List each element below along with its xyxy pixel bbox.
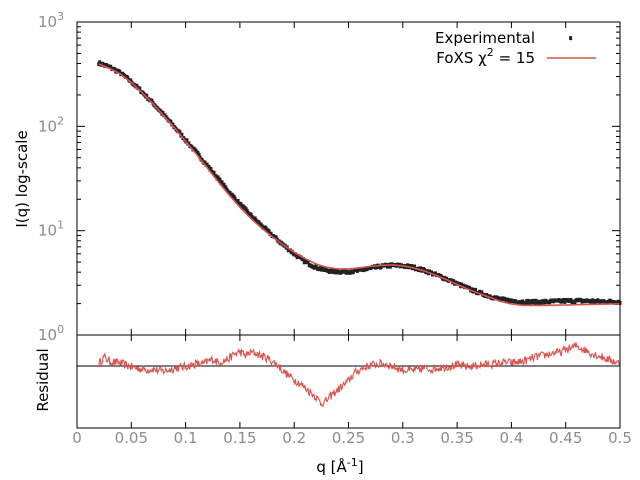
y-tick-label: 103 (38, 10, 64, 31)
residual-plot-frame (76, 334, 621, 429)
x-tick-label: 0.1 (174, 429, 198, 447)
legend-point (569, 36, 573, 41)
legend-label-experimental: Experimental (435, 29, 535, 47)
x-axis-label: q [Å-1] (316, 456, 363, 476)
main-data (97, 60, 622, 307)
x-tick-label: 0.15 (223, 429, 256, 447)
main-axis-ticks (76, 21, 621, 336)
x-tick-label: 0.05 (115, 429, 148, 447)
residual-panel: Residual (34, 334, 621, 429)
residual-line (98, 341, 621, 408)
x-tick-label: 0.5 (608, 429, 632, 447)
y-tick-labels: 100 101 102 103 (38, 10, 64, 344)
x-tick-label: 0.45 (549, 429, 582, 447)
x-tick-label: 0.2 (282, 429, 306, 447)
legend-marker-experimental (569, 36, 573, 41)
residual-axis-ticks (76, 335, 621, 428)
legend: Experimental FoXS χ2 = 15 (435, 29, 596, 67)
y-tick-label: 102 (38, 114, 64, 135)
x-tick-labels: 0 0.05 0.1 0.15 0.2 0.25 0.3 0.35 0.4 0.45 0.5 (72, 429, 632, 447)
residual-axis-label: Residual (34, 348, 52, 411)
x-tick-label: 0.35 (440, 429, 473, 447)
x-tick-label: 0.3 (391, 429, 415, 447)
y-axis-label: I(q) log-scale (13, 130, 31, 227)
residual-data (98, 341, 621, 408)
y-tick-label: 100 (38, 323, 64, 344)
y-tick-label: 101 (38, 219, 64, 240)
x-tick-label: 0.25 (332, 429, 365, 447)
legend-label-foxs: FoXS χ2 = 15 (436, 46, 535, 67)
x-tick-label: 0.4 (499, 429, 523, 447)
x-tick-label: 0 (72, 429, 82, 447)
foxs-fit-line (98, 63, 621, 307)
main-plot-frame (76, 21, 621, 336)
